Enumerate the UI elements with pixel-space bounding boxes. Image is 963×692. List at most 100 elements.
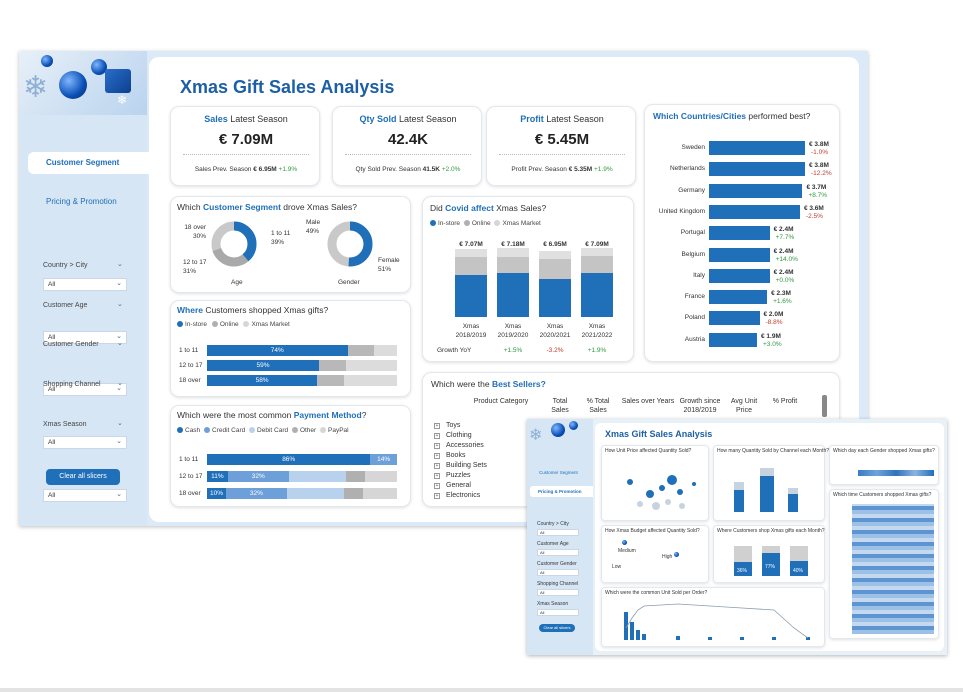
ornament-icon (41, 55, 53, 67)
expand-icon[interactable]: + (434, 423, 440, 429)
expand-icon[interactable]: + (434, 493, 440, 499)
best-col-header[interactable]: Growth since 2018/2019 (679, 398, 721, 414)
best-col-header[interactable]: Product Category (473, 398, 529, 405)
slicer-dropdown[interactable]: All ⌄ (43, 331, 127, 344)
page-footer-strip (0, 688, 963, 692)
payment-bar-seg: 14% (370, 454, 397, 465)
country-bar (709, 226, 770, 241)
best-col-header[interactable]: % Profit (772, 398, 798, 405)
inset-col (734, 546, 752, 576)
inset-c3-title: Which day each Gender shopped Xmas gifts… (833, 448, 935, 454)
inset-title: Xmas Gift Sales Analysis (605, 429, 713, 439)
kpi-divider (499, 154, 625, 155)
kpi-title: Sales Latest Season (204, 114, 288, 124)
covid-total: € 7.07M (459, 241, 483, 248)
chevron-down-icon[interactable]: ⌄ (117, 340, 123, 347)
country-bar (709, 204, 800, 219)
inset-c5-val: 77% (765, 564, 776, 570)
best-col-header[interactable]: Total Sales (551, 398, 569, 414)
country-delta: -12.2% (811, 170, 832, 178)
slicer-dropdown[interactable]: All ⌄ (43, 436, 127, 449)
inset-nav-pricing[interactable]: Pricing & Promotion (530, 486, 593, 497)
nav-customer-segment[interactable]: Customer Segment (28, 152, 149, 174)
chevron-down-icon[interactable]: ⌄ (117, 261, 123, 268)
kpi-divider (345, 154, 471, 155)
clear-all-slicers-button[interactable]: Clear all slicers (46, 469, 120, 485)
country-bar (709, 141, 805, 155)
inset-slicer-dropdown[interactable]: All (537, 589, 579, 596)
chevron-down-icon[interactable]: ⌄ (117, 301, 123, 308)
country-bar (709, 247, 770, 262)
covid-growth: +1.5% (503, 347, 523, 354)
inset-c5-val: 40% (793, 568, 804, 574)
best-col-header[interactable]: Sales over Years (621, 398, 675, 405)
kpi-card: Qty Sold Latest Season 42.4K Qty Sold Pr… (332, 106, 482, 186)
covid-total: € 7.18M (501, 241, 525, 248)
kpi-title: Profit Latest Season (520, 114, 604, 124)
country-name: Italy (693, 271, 705, 279)
chevron-down-icon: ⌄ (116, 280, 122, 287)
inset-clear-button[interactable]: Clear all slicers (539, 624, 575, 632)
best-title: Which were the Best Sellers? (431, 379, 546, 389)
payment-bar-seg: 10% (207, 488, 226, 499)
expand-icon[interactable]: + (434, 443, 440, 449)
inset-sidebar (527, 419, 593, 655)
expand-icon[interactable]: + (434, 463, 440, 469)
table-scrollbar[interactable] (822, 395, 827, 417)
kpi-prev: Sales Prev. Season € 6.95M +1.9% (194, 166, 298, 173)
nav-pricing-promotion[interactable]: Pricing & Promotion (46, 197, 117, 206)
payment-bar-seg: 32% (226, 488, 287, 499)
kpi-value: € 7.09M (218, 131, 274, 148)
inset-c6-title: Which time Customers shopped Xmas gifts? (833, 492, 932, 498)
chevron-down-icon[interactable]: ⌄ (117, 420, 123, 427)
covid-bar-market (497, 248, 529, 257)
inset-slicer-dropdown[interactable]: All (537, 569, 579, 576)
payment-title: Which were the most common Payment Metho… (177, 410, 367, 420)
where-bar-instore: 58% (207, 375, 318, 386)
chevron-down-icon[interactable]: ⌄ (117, 380, 123, 387)
kpi-card: Profit Latest Season € 5.45M Profit Prev… (486, 106, 636, 186)
payment-bar-seg (345, 471, 365, 482)
expand-icon[interactable]: + (434, 433, 440, 439)
covid-bar-instore (581, 273, 613, 317)
country-value: € 3.8M (809, 162, 829, 170)
country-value: € 2.4M (773, 226, 794, 234)
inset-nav-segment[interactable]: Customer Segment (539, 470, 578, 475)
snowflake-icon: ❄ (23, 71, 49, 104)
inset-slicer-dropdown[interactable]: All (537, 549, 579, 556)
country-delta: -2.5% (805, 212, 823, 220)
slicer-dropdown[interactable]: All ⌄ (43, 383, 127, 396)
slicer-dropdown[interactable]: All ⌄ (43, 489, 127, 502)
where-bar-online (317, 375, 344, 386)
country-bar (709, 332, 757, 347)
slicer-dropdown[interactable]: All ⌄ (43, 278, 127, 291)
country-bar (709, 290, 768, 305)
inset-qty-channel-card: How many Quantity Sold by Channel each M… (713, 445, 829, 521)
best-col-header[interactable]: % Total Sales (586, 398, 610, 414)
segment-card: Which Customer Segment drove Xmas Sales?… (170, 196, 411, 293)
expand-icon[interactable]: + (434, 473, 440, 479)
expand-icon[interactable]: + (434, 483, 440, 489)
legend-dot (320, 427, 327, 434)
payment-row-label: 1 to 11 (179, 456, 199, 463)
best-col-header[interactable]: Avg Unit Price (730, 398, 758, 414)
where-row-label: 12 to 17 (179, 362, 203, 369)
country-bar (709, 162, 805, 177)
country-name: Austria (684, 335, 705, 343)
age-axis-label: Age (231, 279, 243, 286)
country-name: United Kingdom (658, 207, 705, 215)
covid-growth: -3.2% (546, 347, 564, 354)
inset-slicer-dropdown[interactable]: All (537, 609, 579, 616)
inset-c5-val: 36% (737, 568, 748, 574)
slicer-value: All (48, 334, 56, 341)
country-name: Germany (678, 186, 705, 194)
country-value: € 2.4M (773, 247, 794, 255)
inset-slicer-dropdown[interactable]: All (537, 529, 579, 536)
inset-budget-card: How Xmas Budget affected Quantity Sold? … (601, 525, 709, 583)
country-delta: +0.0% (775, 276, 795, 284)
inset-scatter-chart (627, 475, 696, 510)
where-card: Where Customers shopped Xmas gifts? In-s… (170, 300, 411, 397)
expand-icon[interactable]: + (434, 453, 440, 459)
where-title: Where Customers shopped Xmas gifts? (177, 305, 329, 315)
where-bar-instore: 74% (207, 345, 348, 356)
